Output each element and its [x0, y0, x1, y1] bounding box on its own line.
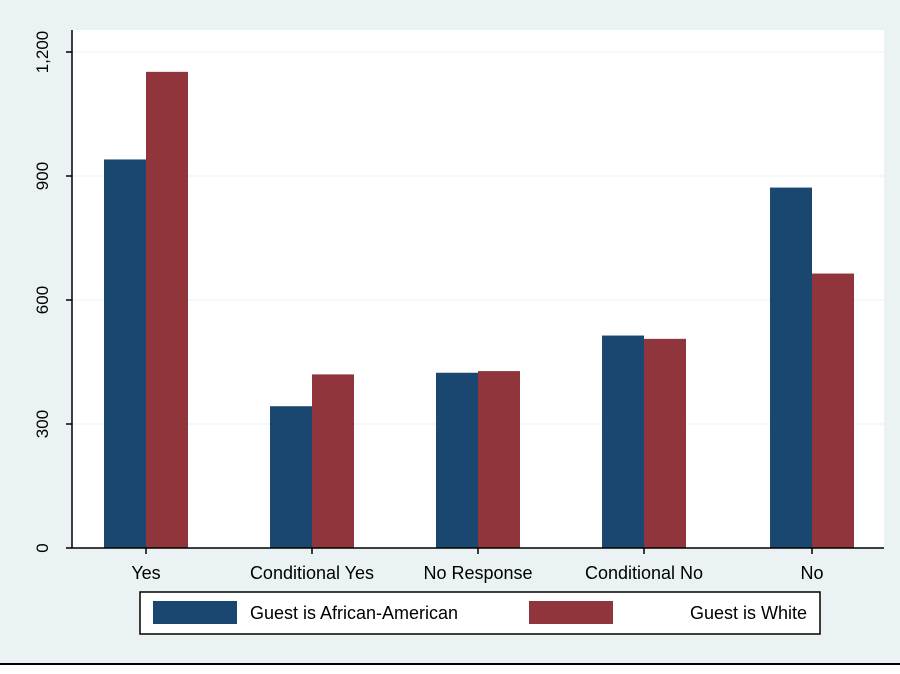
y-tick-label: 300	[33, 410, 52, 438]
x-tick-label: No Response	[423, 563, 532, 583]
bar-african-american-2	[436, 372, 478, 548]
y-axis-ticks: 0 300 600 900 1,200	[33, 31, 72, 553]
legend: Guest is African-American Guest is White	[139, 591, 821, 635]
bar-white-3	[644, 338, 686, 548]
bar-white-2	[478, 371, 520, 548]
x-tick-label: No	[800, 563, 823, 583]
bar-african-american-4	[770, 187, 812, 548]
bar-african-american-1	[270, 406, 312, 548]
bar-white-1	[312, 374, 354, 548]
x-tick-label: Conditional No	[585, 563, 703, 583]
legend-swatch-0	[153, 601, 237, 624]
y-tick-label: 900	[33, 162, 52, 190]
x-tick-label: Conditional Yes	[250, 563, 374, 583]
legend-label-1: Guest is White	[690, 603, 807, 623]
bars	[104, 71, 854, 548]
y-tick-label: 1,200	[33, 31, 52, 74]
x-tick-label: Yes	[131, 563, 160, 583]
bar-white-4	[812, 273, 854, 548]
y-tick-label: 600	[33, 286, 52, 314]
x-axis-labels: Yes Conditional Yes No Response Conditional…	[131, 548, 824, 583]
y-tick-label: 0	[33, 543, 52, 552]
legend-swatch-1	[529, 601, 613, 624]
legend-label-0: Guest is African-American	[250, 603, 458, 623]
bar-african-american-0	[104, 159, 146, 548]
legend-box	[139, 591, 821, 635]
bar-white-0	[146, 71, 188, 548]
bar-african-american-3	[602, 335, 644, 548]
